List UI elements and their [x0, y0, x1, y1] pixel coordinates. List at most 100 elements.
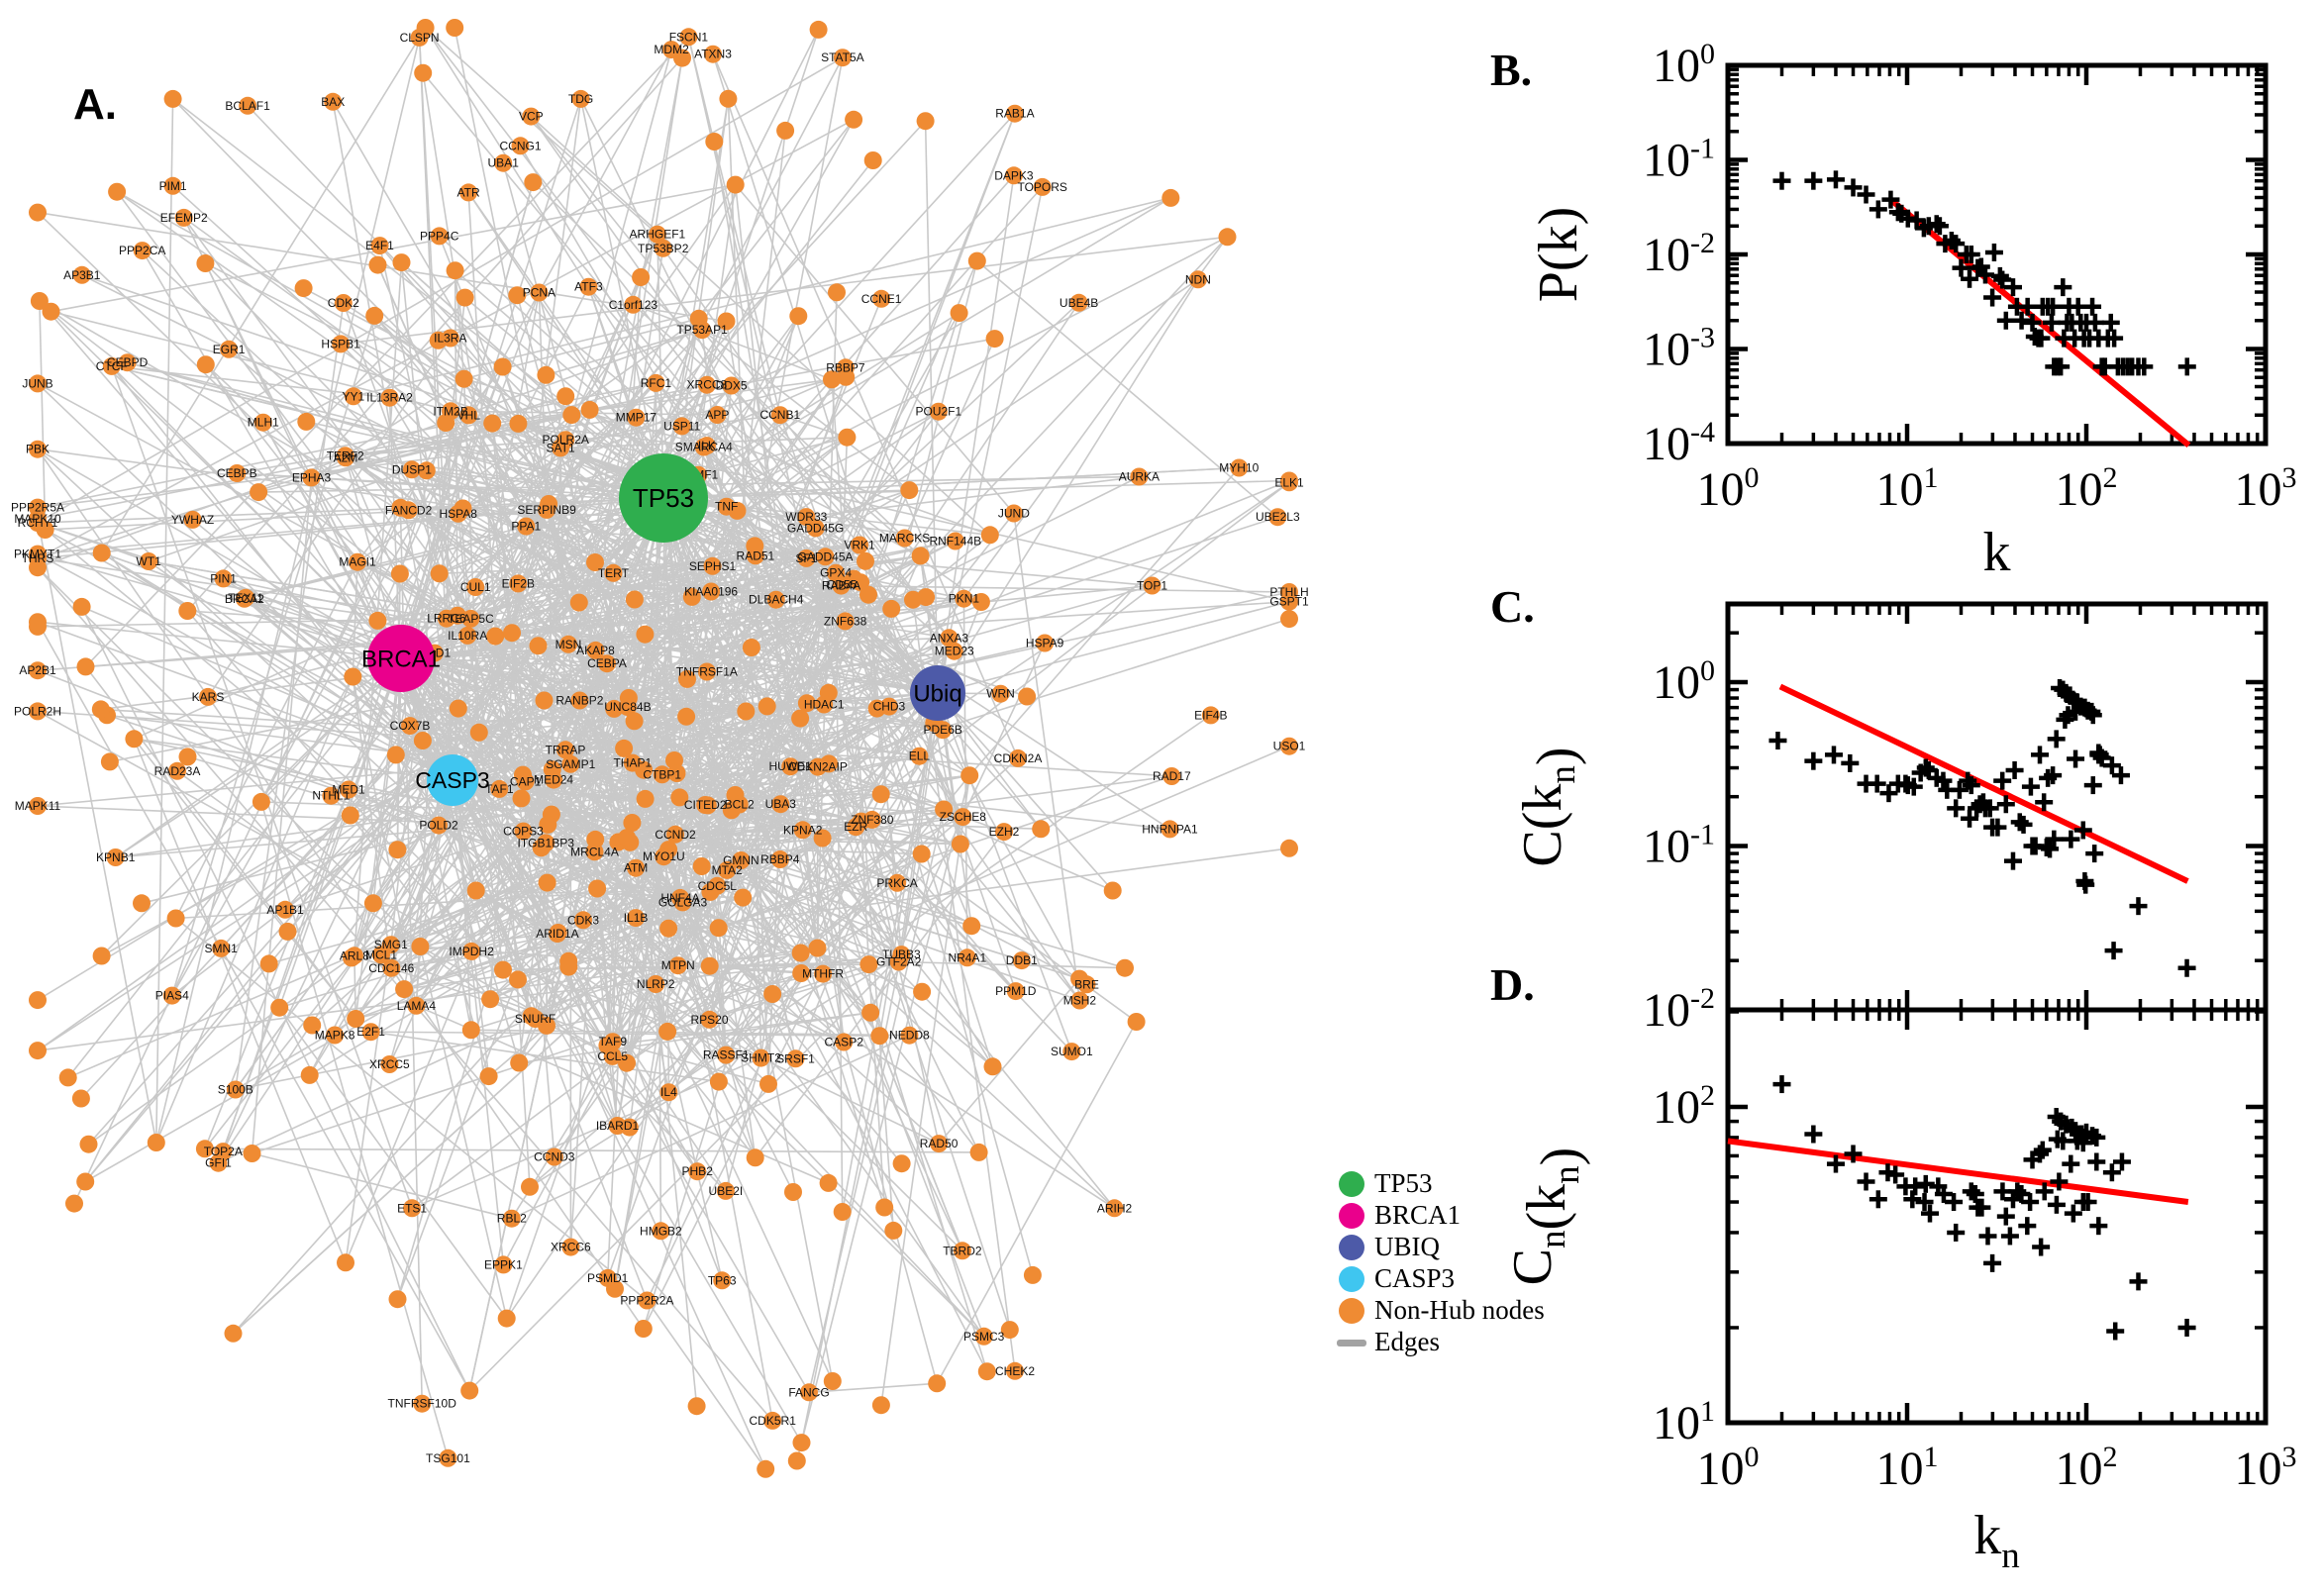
network-node[interactable]	[483, 414, 502, 433]
network-node[interactable]	[688, 1162, 707, 1181]
network-node[interactable]	[770, 850, 789, 868]
network-node[interactable]	[708, 876, 727, 895]
network-node[interactable]	[460, 1381, 479, 1400]
network-node[interactable]	[395, 980, 414, 999]
network-node[interactable]	[1268, 508, 1287, 527]
network-node[interactable]	[659, 1083, 678, 1102]
network-node[interactable]	[1280, 737, 1298, 755]
network-node[interactable]	[545, 1147, 563, 1166]
network-node[interactable]	[459, 406, 478, 425]
network-node[interactable]	[586, 553, 604, 571]
network-node[interactable]	[953, 1242, 971, 1260]
network-node[interactable]	[125, 730, 144, 748]
network-node[interactable]	[278, 922, 297, 941]
network-node[interactable]	[349, 552, 366, 571]
network-node[interactable]	[726, 175, 745, 194]
network-node[interactable]	[969, 1143, 988, 1161]
network-node[interactable]	[717, 312, 736, 331]
network-node[interactable]	[414, 63, 433, 82]
network-node[interactable]	[776, 121, 795, 140]
network-node[interactable]	[588, 879, 607, 898]
network-node[interactable]	[224, 1324, 243, 1343]
network-node[interactable]	[625, 590, 644, 609]
network-node[interactable]	[1280, 839, 1298, 857]
network-node[interactable]	[1069, 293, 1088, 312]
network-node[interactable]	[759, 1074, 777, 1093]
network-node[interactable]	[758, 697, 776, 716]
network-node[interactable]	[1127, 1013, 1146, 1031]
network-node[interactable]	[559, 957, 578, 976]
network-node[interactable]	[561, 1238, 580, 1256]
network-node[interactable]	[508, 286, 527, 305]
network-node[interactable]	[147, 1134, 165, 1151]
network-node[interactable]	[678, 669, 696, 688]
network-node[interactable]	[326, 1026, 345, 1045]
network-node[interactable]	[837, 367, 856, 386]
network-node[interactable]	[344, 387, 362, 406]
network-node[interactable]	[430, 816, 448, 835]
network-node[interactable]	[243, 1145, 261, 1162]
network-node[interactable]	[570, 691, 589, 710]
network-node[interactable]	[960, 766, 979, 785]
network-node[interactable]	[950, 304, 968, 323]
network-node[interactable]	[199, 687, 217, 706]
network-node[interactable]	[92, 947, 111, 965]
network-node[interactable]	[888, 873, 907, 892]
network-node[interactable]	[634, 1320, 653, 1338]
network-node[interactable]	[340, 780, 357, 799]
network-node[interactable]	[446, 19, 464, 37]
network-node[interactable]	[29, 991, 47, 1010]
network-node[interactable]	[717, 497, 736, 516]
network-node[interactable]	[29, 613, 47, 632]
network-node[interactable]	[29, 203, 47, 222]
network-node[interactable]	[413, 1394, 432, 1413]
network-node[interactable]	[539, 815, 557, 834]
network-node[interactable]	[662, 41, 681, 59]
network-node[interactable]	[682, 587, 701, 606]
network-node[interactable]	[623, 814, 642, 832]
network-node[interactable]	[239, 96, 257, 115]
network-node[interactable]	[535, 691, 554, 710]
network-node[interactable]	[392, 253, 411, 272]
network-node[interactable]	[833, 49, 852, 67]
network-node[interactable]	[703, 556, 722, 575]
network-node[interactable]	[235, 589, 253, 608]
network-node[interactable]	[195, 1140, 214, 1158]
network-node[interactable]	[76, 657, 95, 676]
network-node[interactable]	[900, 1026, 919, 1045]
network-node[interactable]	[417, 461, 436, 480]
network-node[interactable]	[388, 841, 407, 859]
network-node[interactable]	[341, 806, 359, 825]
network-node[interactable]	[403, 1199, 422, 1218]
hub-circle[interactable]	[367, 625, 435, 692]
network-node[interactable]	[108, 182, 127, 201]
network-node[interactable]	[670, 788, 689, 807]
network-node[interactable]	[934, 721, 953, 740]
network-node[interactable]	[543, 760, 561, 779]
network-node[interactable]	[806, 519, 825, 538]
network-node[interactable]	[411, 938, 430, 955]
network-node[interactable]	[862, 810, 881, 829]
network-node[interactable]	[648, 225, 666, 244]
network-node[interactable]	[294, 279, 313, 298]
network-node[interactable]	[945, 642, 963, 660]
network-node[interactable]	[469, 723, 488, 742]
network-node[interactable]	[72, 265, 91, 284]
network-node[interactable]	[580, 400, 599, 419]
network-node[interactable]	[1130, 467, 1149, 486]
network-node[interactable]	[1000, 1321, 1019, 1340]
network-node[interactable]	[71, 1089, 90, 1108]
network-node[interactable]	[461, 1021, 480, 1040]
network-node[interactable]	[100, 752, 119, 771]
network-node[interactable]	[494, 960, 512, 979]
network-node[interactable]	[789, 307, 808, 326]
network-node[interactable]	[250, 483, 268, 502]
network-node[interactable]	[647, 373, 665, 392]
network-node[interactable]	[770, 406, 789, 425]
network-node[interactable]	[490, 779, 509, 798]
network-node[interactable]	[303, 1016, 322, 1035]
network-node[interactable]	[29, 702, 47, 721]
network-node[interactable]	[538, 500, 556, 519]
network-node[interactable]	[709, 919, 728, 938]
network-node[interactable]	[552, 439, 570, 457]
